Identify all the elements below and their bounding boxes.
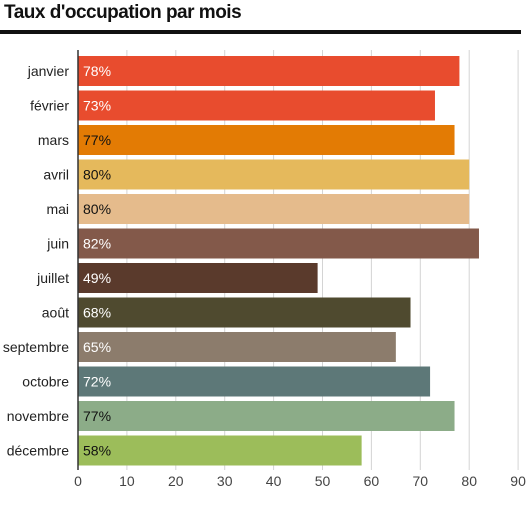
bar (78, 263, 318, 293)
x-tick-label: 30 (217, 473, 233, 489)
bar (78, 401, 455, 431)
category-label: mai (46, 201, 69, 217)
data-label: 72% (83, 374, 111, 390)
category-label: janvier (27, 63, 70, 79)
bar (78, 435, 362, 466)
x-tick-label: 60 (364, 473, 380, 489)
data-label: 73% (83, 98, 111, 114)
x-tick-label: 70 (413, 473, 429, 489)
category-label: septembre (3, 339, 69, 355)
bars: 78% 73% 77% 80% 80% 82% 49% 68% 65% 72% 77% 58% (78, 56, 479, 466)
title-rule (0, 30, 521, 34)
data-label: 68% (83, 305, 111, 321)
data-label: 82% (83, 236, 111, 252)
data-label: 80% (83, 167, 111, 183)
category-label: février (30, 98, 69, 114)
category-label: juin (46, 236, 69, 252)
bar (78, 297, 411, 328)
category-label: octobre (22, 374, 69, 390)
x-tick-label: 0 (74, 473, 82, 489)
data-label: 78% (83, 63, 111, 79)
bar (78, 332, 396, 362)
x-tick-label: 20 (168, 473, 184, 489)
bar (78, 125, 455, 155)
data-label: 49% (83, 270, 111, 286)
x-tick-label: 50 (315, 473, 331, 489)
bar (78, 194, 470, 224)
chart-title: Taux d'occupation par mois (4, 2, 242, 23)
data-label: 77% (83, 132, 111, 148)
axis: 0 10 20 30 40 50 60 70 80 90 janvier février mars avr… (3, 50, 526, 489)
x-tick-label: 90 (510, 473, 526, 489)
data-label: 77% (83, 408, 111, 424)
x-tick-label: 10 (119, 473, 135, 489)
data-label: 65% (83, 339, 111, 355)
bar (78, 90, 435, 121)
category-label: décembre (7, 443, 69, 459)
bar (78, 228, 479, 259)
bar (78, 56, 460, 86)
category-label: novembre (7, 408, 69, 424)
x-tick-label: 80 (461, 473, 477, 489)
bar (78, 159, 470, 190)
category-label: juillet (36, 270, 69, 286)
category-label: avril (43, 167, 69, 183)
data-label: 58% (83, 443, 111, 459)
bar (78, 366, 431, 397)
data-label: 80% (83, 201, 111, 217)
category-label: mars (38, 132, 69, 148)
x-tick-label: 40 (266, 473, 282, 489)
category-label: août (42, 305, 69, 321)
